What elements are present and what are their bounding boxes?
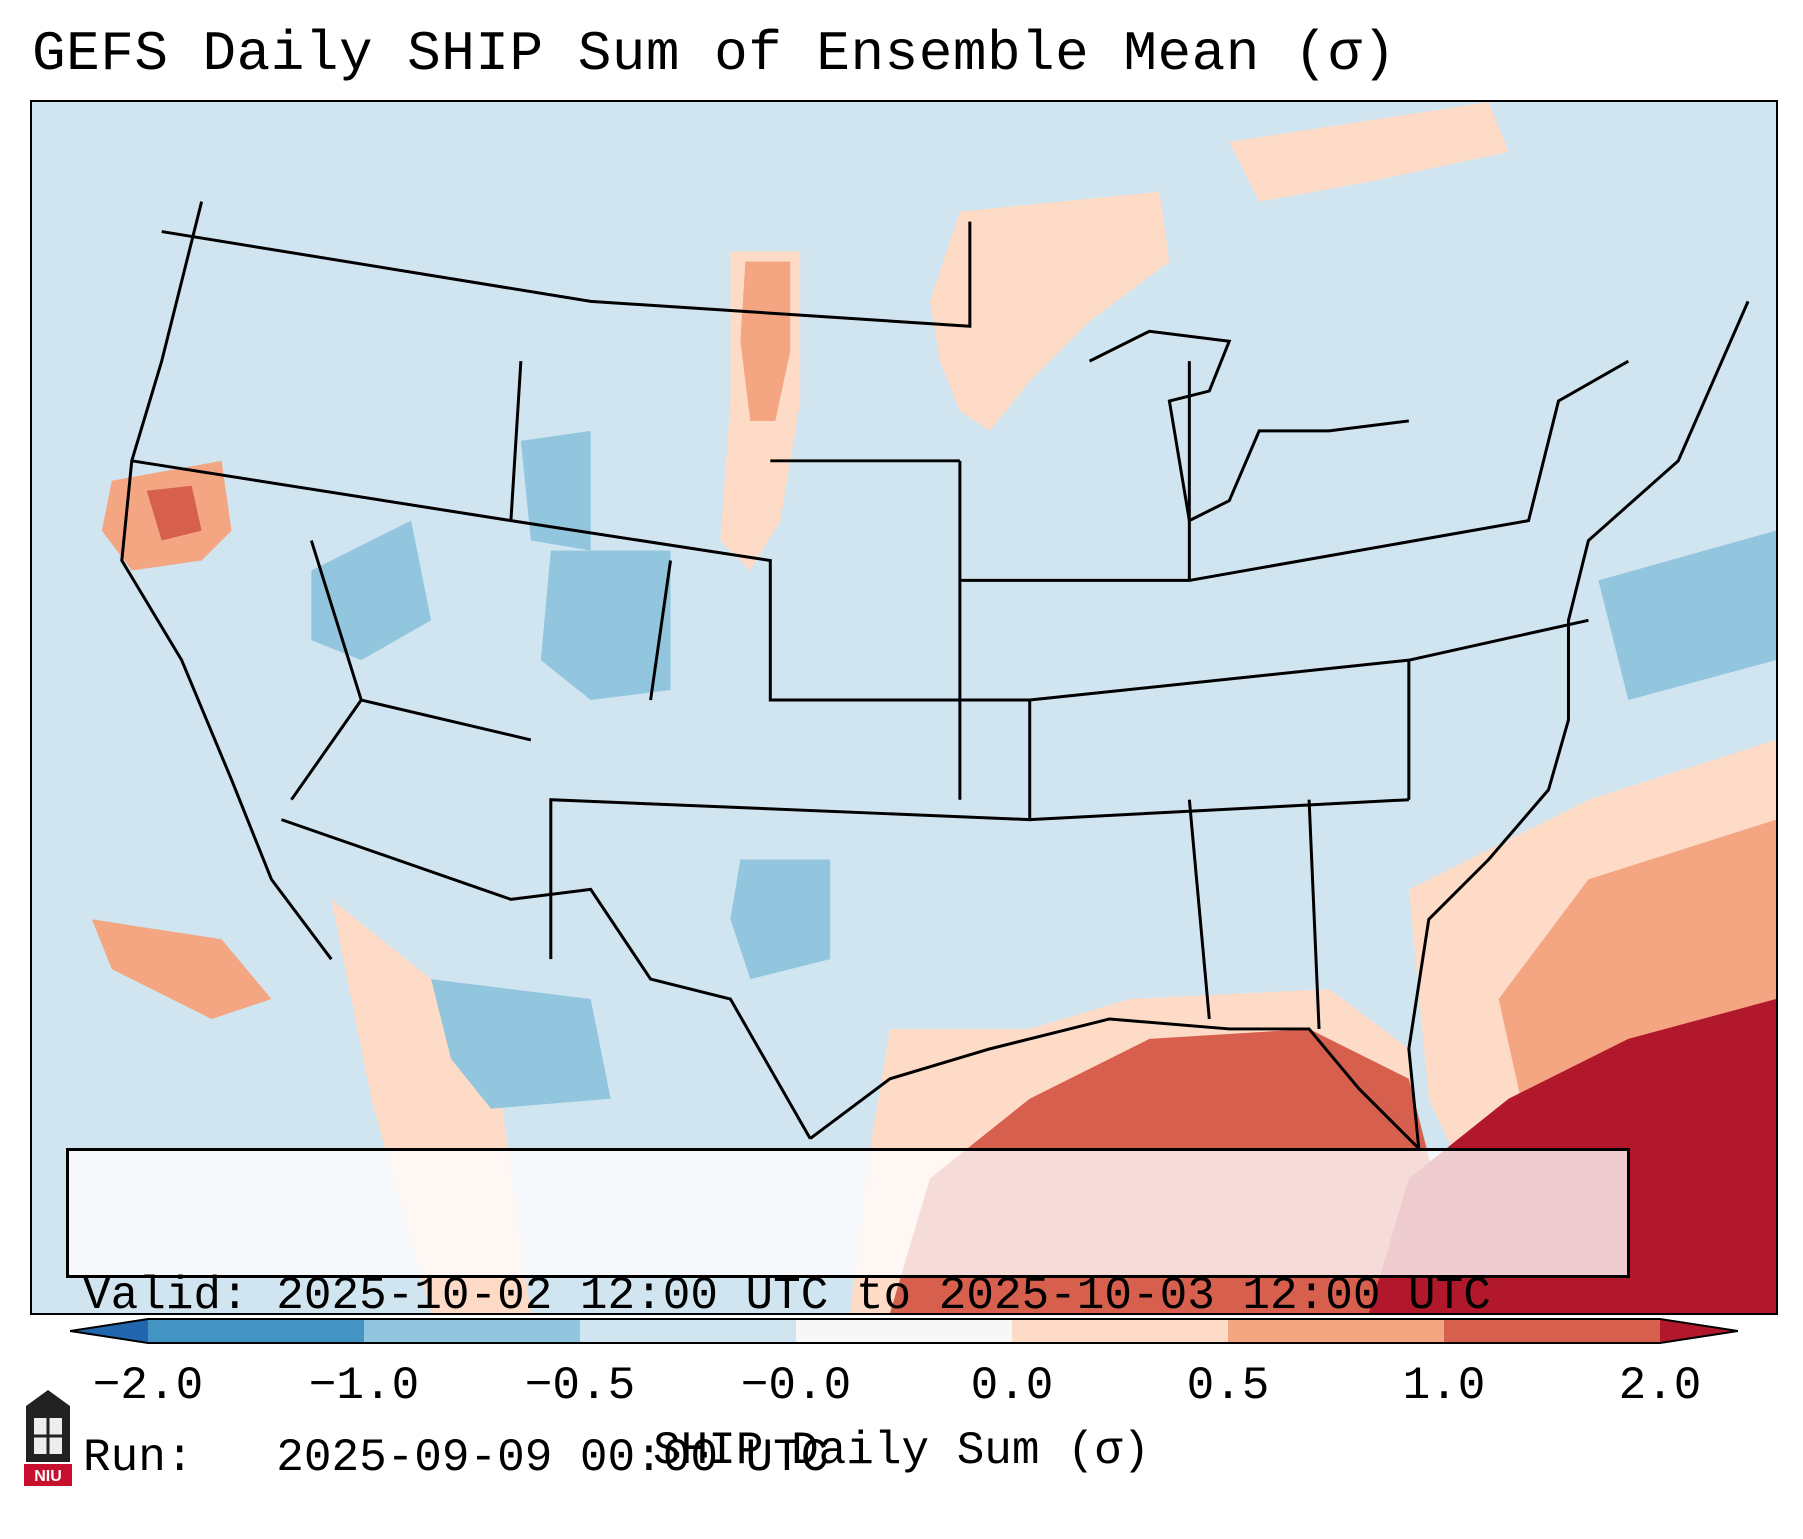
colorbar-tick: −0.0 — [740, 1360, 852, 1412]
mexico-border — [280, 818, 812, 1140]
colorbar-tick: 1.0 — [1402, 1360, 1486, 1412]
anomaly-texas — [730, 859, 831, 980]
anomaly-wyoming — [520, 430, 591, 551]
run-value: 2025-09-09 00:00 UTC — [276, 1432, 829, 1484]
colorbar-tick: 2.0 — [1618, 1360, 1702, 1412]
boundary-lines — [120, 201, 1750, 1150]
anomaly-northern-plains-core — [740, 261, 791, 421]
anomaly-map — [30, 100, 1778, 1315]
niu-logo: NIU — [24, 1390, 72, 1486]
valid-value: 2025-10-02 12:00 UTC to 2025-10-03 12:00… — [276, 1270, 1491, 1322]
anomaly-canada-east — [1229, 102, 1509, 202]
anomaly-upper-midwest — [929, 191, 1170, 431]
run-label: Run: — [83, 1432, 194, 1484]
run-row: Run: 2025-09-09 00:00 UTC — [83, 1431, 1613, 1485]
valid-label: Valid: — [83, 1270, 249, 1322]
colorbar-label: SHIP Daily Sum (σ) — [653, 1425, 1150, 1477]
canada-border — [161, 221, 972, 328]
colorbar-tick: 0.0 — [970, 1360, 1054, 1412]
anomaly-atlantic-offshore — [1598, 530, 1776, 701]
colorbar-bin-m2-m1 — [148, 1319, 364, 1343]
valid-row: Valid: 2025-10-02 12:00 UTC to 2025-10-0… — [83, 1269, 1613, 1323]
colorbar-tick: −0.5 — [524, 1360, 636, 1412]
colorbar-extend-high — [1660, 1319, 1738, 1343]
colorbar-tick: −2.0 — [92, 1360, 204, 1412]
colorbar-bin-0-05 — [1012, 1319, 1228, 1343]
anomaly-colorado — [540, 550, 671, 701]
gulf-coast — [809, 1017, 1420, 1150]
colorbar-bin-0-0 — [796, 1319, 1012, 1343]
east-coast — [1407, 300, 1750, 1149]
valid-run-box: Valid: 2025-10-02 12:00 UTC to 2025-10-0… — [66, 1148, 1630, 1484]
anomaly-nevada-utah — [311, 520, 432, 661]
colorbar-outline — [70, 1318, 1738, 1344]
logo-text: NIU — [34, 1468, 62, 1485]
anomaly-mexico-north — [431, 979, 611, 1109]
colorbar — [70, 1318, 1738, 1344]
great-lakes — [1088, 329, 1410, 523]
map-canvas — [32, 102, 1776, 1313]
state-lines-east — [958, 359, 1630, 1030]
colorbar-bin-m05-0 — [580, 1319, 796, 1343]
colorbar-extend-low — [70, 1319, 148, 1343]
negative-anomaly-layer — [311, 430, 1776, 1109]
colorbar-bin-1-2 — [1444, 1319, 1660, 1343]
colorbar-bin-m1-m05 — [364, 1319, 580, 1343]
logo-badge — [24, 1464, 72, 1486]
state-lines-west — [131, 361, 1032, 960]
chart-title: GEFS Daily SHIP Sum of Ensemble Mean (σ) — [32, 22, 1397, 86]
anomaly-california-core — [146, 485, 202, 541]
colorbar-tick: −1.0 — [308, 1360, 420, 1412]
west-coast — [120, 201, 333, 961]
anomaly-pacific — [91, 919, 272, 1019]
colorbar-bin-05-1 — [1228, 1319, 1444, 1343]
colorbar-tick: 0.5 — [1186, 1360, 1270, 1412]
